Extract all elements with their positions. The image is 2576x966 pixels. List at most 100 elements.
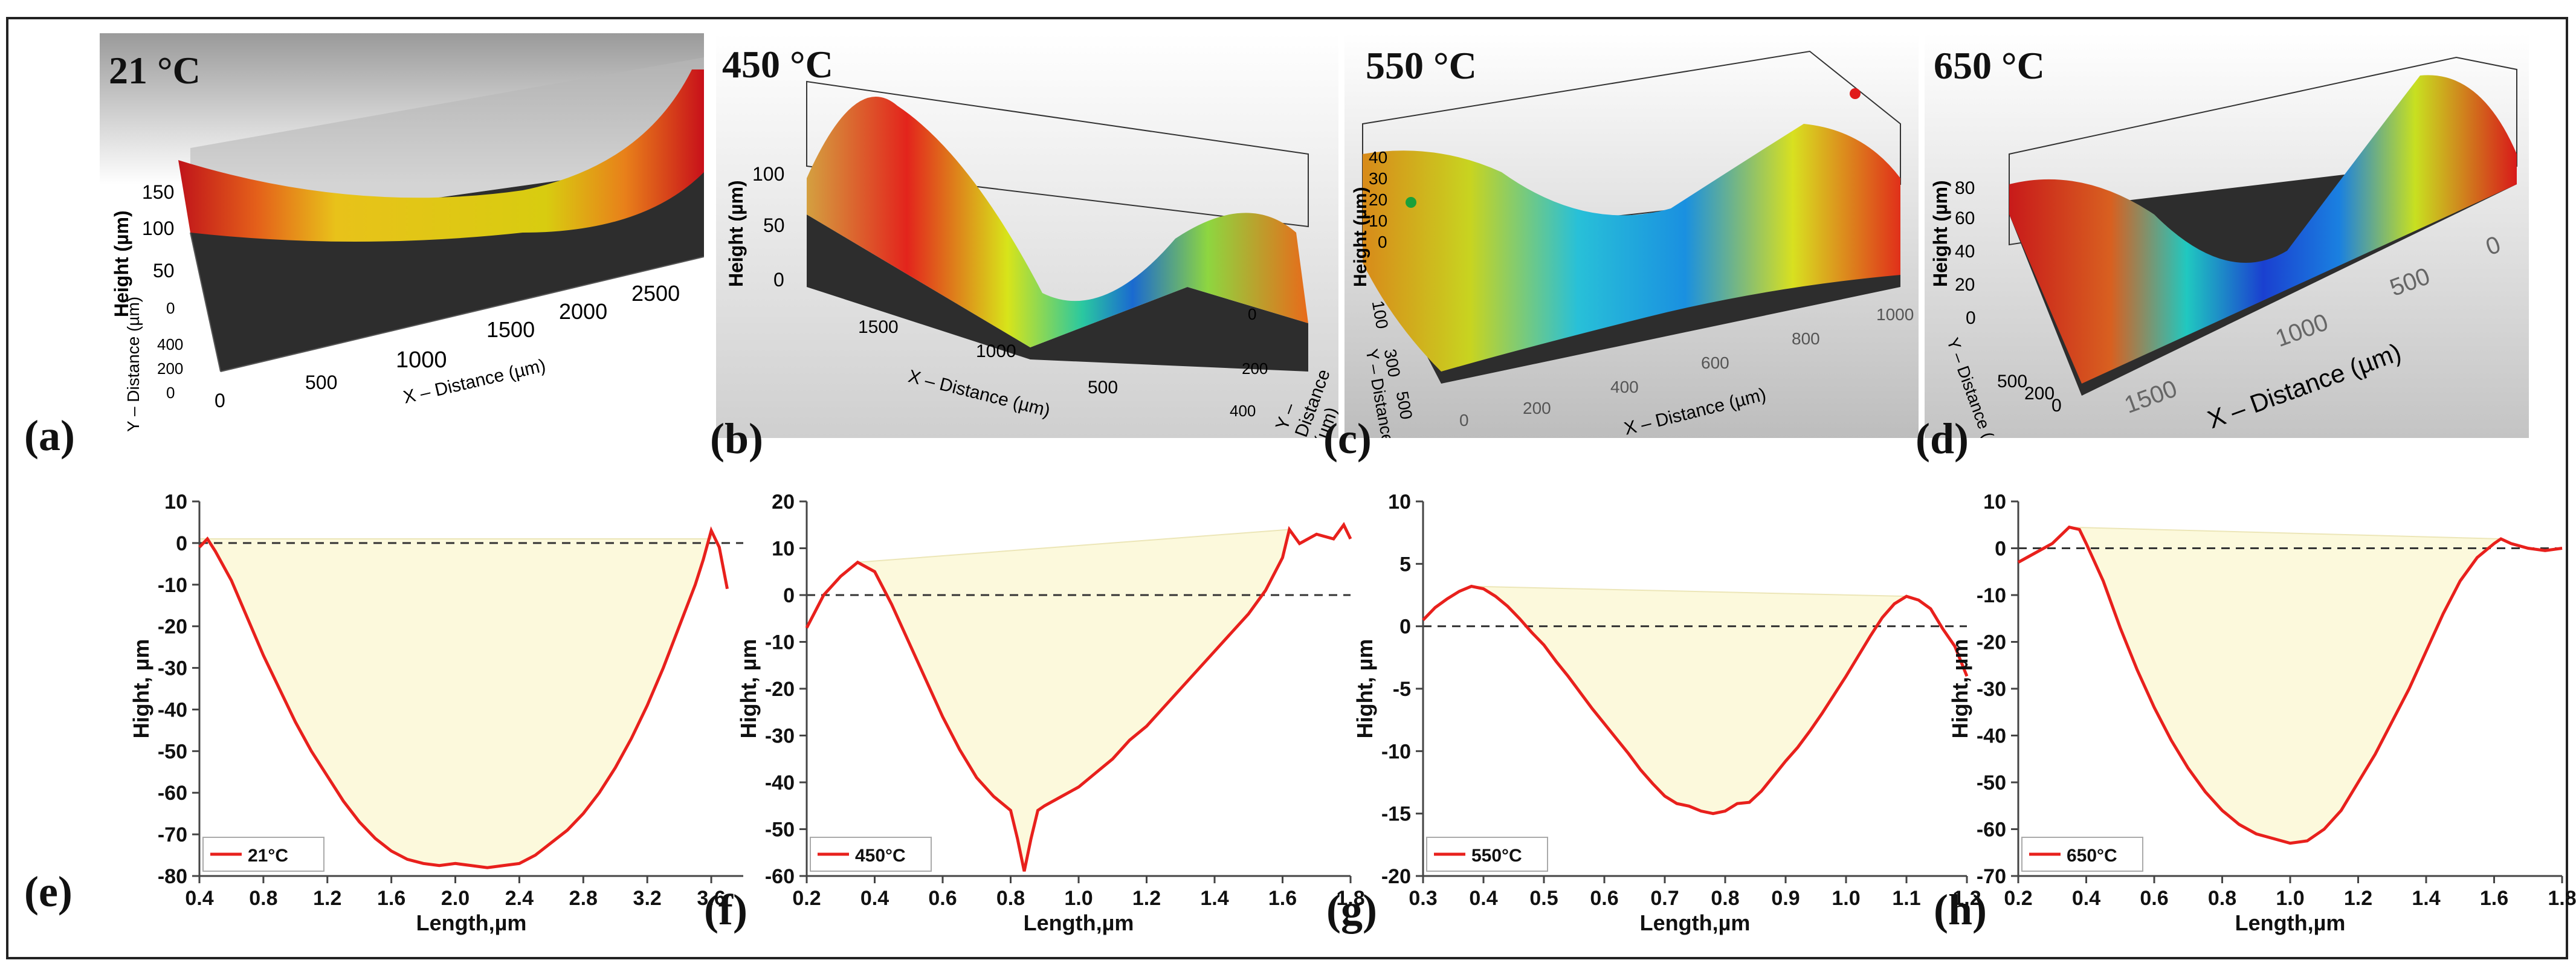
y-tick-label: -60 xyxy=(765,865,795,888)
z-tick: 40 xyxy=(1369,148,1388,167)
x-tick-label: 1.2 xyxy=(1952,887,1981,910)
surface-plot-c xyxy=(1344,33,1919,438)
y-tick-label: -50 xyxy=(1977,771,2006,794)
y-tick-label: -50 xyxy=(765,819,795,842)
x-tick: 1000 xyxy=(396,347,447,373)
x-tick: 1500 xyxy=(858,317,899,337)
x-axis-title: Length,µm xyxy=(416,910,527,935)
x-tick-label: 0.2 xyxy=(792,887,821,910)
y-tick-label: 0 xyxy=(1995,538,2006,561)
x-tick-label: 0.4 xyxy=(2072,887,2100,910)
panel-label-e: (e) xyxy=(24,868,73,916)
z-tick: 100 xyxy=(142,217,175,239)
x-tick: 1000 xyxy=(976,341,1016,361)
y-tick-label: -50 xyxy=(158,740,187,763)
x-tick-label: 0.7 xyxy=(1650,887,1679,910)
area-fill xyxy=(1471,585,1909,814)
y-tick-label: -30 xyxy=(1977,678,2006,701)
y-tick: 0 xyxy=(2051,396,2062,416)
z-tick: 80 xyxy=(1955,178,1975,198)
surface-plot-b xyxy=(716,33,1338,438)
x-tick-label: 1.6 xyxy=(2480,887,2508,910)
x-tick-label: 1.6 xyxy=(1268,887,1297,910)
z-tick: 30 xyxy=(1369,169,1388,188)
x-tick: 0 xyxy=(1459,411,1469,430)
y-tick-label: 10 xyxy=(1983,491,2006,514)
z-tick: 10 xyxy=(1369,211,1388,230)
legend-label: 550°C xyxy=(1471,846,1522,866)
panel-label-g: (g) xyxy=(1326,886,1377,934)
y-axis-title: Hight, µm xyxy=(736,639,761,739)
y-tick-label: 5 xyxy=(1399,553,1411,576)
x-tick: 400 xyxy=(1610,378,1639,396)
x-tick-label: 0.5 xyxy=(1529,887,1558,910)
y-tick-label: -40 xyxy=(765,771,795,794)
y-tick-label: -70 xyxy=(158,823,187,846)
x-tick-label: 0.2 xyxy=(2004,887,2032,910)
surface-plot-a xyxy=(100,33,704,372)
x-tick-label: 1.2 xyxy=(313,887,341,910)
area-fill xyxy=(199,530,712,869)
y-tick-label: -30 xyxy=(158,657,187,680)
temperature-label-a: 21 °C xyxy=(109,49,201,92)
x-tick-label: 2.0 xyxy=(441,887,470,910)
x-tick-label: 1.0 xyxy=(2276,887,2304,910)
z-tick: 0 xyxy=(1378,233,1387,251)
x-tick-label: 1.0 xyxy=(1832,887,1860,910)
y-tick-label: -30 xyxy=(765,725,795,748)
x-tick-label: 0.4 xyxy=(1469,887,1497,910)
panel-b-3d-surface: Height (µm) X – Distance (µm) Y – Distan… xyxy=(716,33,1338,438)
height-axis-label: Height (µm) xyxy=(1351,187,1370,287)
height-axis-label: Height (µm) xyxy=(1929,180,1951,287)
x-tick-label: 1.4 xyxy=(1200,887,1228,910)
z-tick: 100 xyxy=(752,163,785,185)
x-tick-label: 1.6 xyxy=(377,887,405,910)
x-tick-label: 0.8 xyxy=(1711,887,1739,910)
surface-plot-d xyxy=(1925,33,2529,438)
x-tick-label: 1.8 xyxy=(1336,887,1364,910)
panel-label-d: (d) xyxy=(1916,414,1969,463)
x-tick: 1000 xyxy=(1876,305,1914,324)
y-tick-label: -5 xyxy=(1393,678,1411,701)
x-tick-label: 1.0 xyxy=(1064,887,1093,910)
profile-chart-h: 10 0 -10 -20 -30 -40 -50 -60 -70 0.2 0.4 0.6 0.8 1.0 1… xyxy=(1946,477,2576,936)
x-tick-label: 1.4 xyxy=(2412,887,2440,910)
temperature-label-d: 650 °C xyxy=(1934,44,2045,87)
panel-label-h: (h) xyxy=(1934,886,1987,934)
y-tick-label: -40 xyxy=(1977,725,2006,748)
x-tick-label: 2.4 xyxy=(505,887,534,910)
y-tick-label: -10 xyxy=(158,574,187,597)
z-tick: 20 xyxy=(1955,275,1975,295)
legend-label: 450°C xyxy=(855,846,906,866)
panel-label-b: (b) xyxy=(710,414,763,463)
legend: 650°C xyxy=(2021,837,2143,872)
y-tick-label: -20 xyxy=(158,616,187,639)
x-tick-label: 0.6 xyxy=(2140,887,2168,910)
legend-label: 650°C xyxy=(2067,846,2117,866)
y-tick-label: 0 xyxy=(176,532,187,555)
x-tick-label: 0.9 xyxy=(1771,887,1800,910)
y-tick-label: -10 xyxy=(1381,740,1411,763)
x-tick-label: 1.2 xyxy=(2344,887,2372,910)
x-axis-title: Length,µm xyxy=(1640,910,1751,935)
z-tick: 60 xyxy=(1955,208,1975,228)
x-tick-label: 3.2 xyxy=(633,887,662,910)
chart-svg: 10 5 0 -5 -10 -15 -200.3 0.4 0.5 0.6 0.7 0.8 0.9 1.0 1… xyxy=(1352,491,1981,935)
y-tick-label: -15 xyxy=(1381,803,1411,826)
z-tick: 20 xyxy=(1369,190,1388,209)
legend: 550°C xyxy=(1426,837,1548,872)
profile-curve xyxy=(198,526,729,869)
height-axis-label: Height (µm) xyxy=(725,180,747,287)
x-tick-label: 0.8 xyxy=(249,887,277,910)
y-axis-title: Hight, µm xyxy=(129,639,153,739)
z-tick: 0 xyxy=(773,269,784,291)
y-tick: 200 xyxy=(157,359,184,378)
profile-chart-g: 10 5 0 -5 -10 -15 -20 0.3 0.4 0.5 0.6 0.7 0.8 0.9 1.0 1… xyxy=(1351,477,1991,936)
y-tick: 0 xyxy=(166,384,175,402)
y-tick: 400 xyxy=(1230,402,1256,420)
x-tick-label: 0.4 xyxy=(860,887,889,910)
x-tick-label: 0.6 xyxy=(1590,887,1618,910)
x-tick-label: 0.3 xyxy=(1409,887,1437,910)
y-tick-label: -20 xyxy=(765,678,795,701)
figure-frame xyxy=(6,17,2568,959)
